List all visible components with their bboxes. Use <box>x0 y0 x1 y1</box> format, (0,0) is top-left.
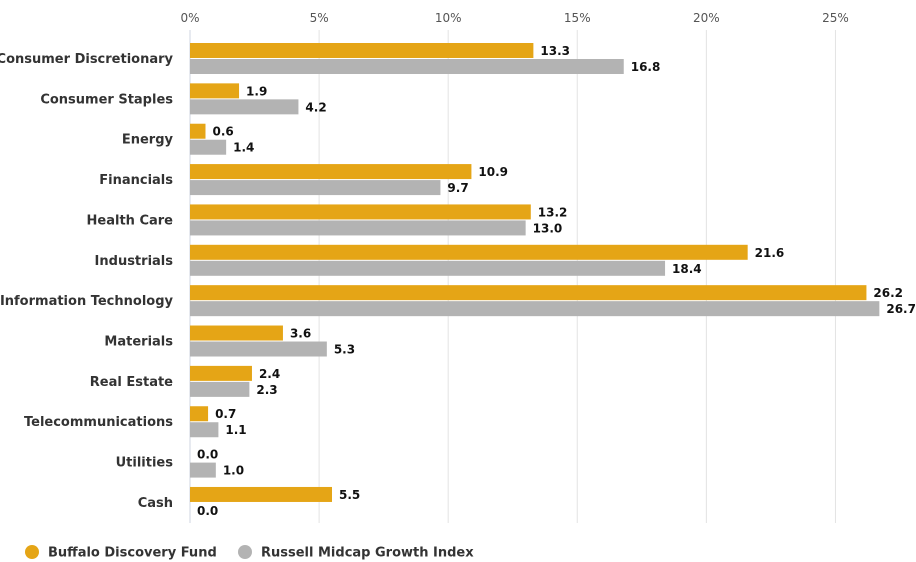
data-label-index-health-care: 13.0 <box>533 221 563 235</box>
data-label-fund-consumer-staples: 1.9 <box>246 84 267 98</box>
data-label-index-information-technology: 26.7 <box>886 302 916 316</box>
bar-index-utilities <box>190 462 216 478</box>
data-label-index-financials: 9.7 <box>447 181 468 195</box>
bar-index-financials <box>190 180 441 196</box>
data-label-fund-industrials: 21.6 <box>755 246 785 260</box>
bar-index-telecommunications <box>190 422 219 438</box>
data-label-index-real-estate: 2.3 <box>256 383 277 397</box>
category-label-industrials: Industrials <box>95 254 174 269</box>
bar-index-consumer-staples <box>190 99 299 115</box>
category-label-utilities: Utilities <box>116 456 174 471</box>
legend-label-index: Russell Midcap Growth Index <box>261 546 474 561</box>
bar-index-real-estate <box>190 381 250 397</box>
x-tick-label-15: 15% <box>564 11 591 25</box>
category-label-real-estate: Real Estate <box>90 375 173 390</box>
data-label-fund-consumer-discretionary: 13.3 <box>540 44 570 58</box>
data-label-index-industrials: 18.4 <box>672 262 702 276</box>
data-label-index-energy: 1.4 <box>233 141 254 155</box>
data-label-fund-telecommunications: 0.7 <box>215 407 236 421</box>
category-label-health-care: Health Care <box>87 213 174 228</box>
category-labels: Consumer Discretionary Consumer Staples En… <box>0 52 174 511</box>
data-label-fund-cash: 5.5 <box>339 488 360 502</box>
bar-fund-telecommunications <box>190 406 209 422</box>
bar-fund-industrials <box>190 244 748 260</box>
bar-index-health-care <box>190 220 526 236</box>
bar-index-information-technology <box>190 301 880 317</box>
bar-fund-consumer-discretionary <box>190 43 534 58</box>
legend-label-fund: Buffalo Discovery Fund <box>48 546 217 561</box>
data-label-fund-financials: 10.9 <box>478 165 508 179</box>
legend-marker-fund <box>25 545 39 559</box>
bar-fund-financials <box>190 164 472 180</box>
category-label-materials: Materials <box>104 335 173 350</box>
x-tick-label-0: 0% <box>180 11 199 25</box>
data-label-fund-health-care: 13.2 <box>538 205 568 219</box>
category-label-information-technology: Information Technology <box>0 294 174 309</box>
data-label-fund-real-estate: 2.4 <box>259 367 280 381</box>
bar-index-energy <box>190 139 227 155</box>
category-label-energy: Energy <box>122 133 174 148</box>
data-label-index-cash: 0.0 <box>197 504 218 518</box>
category-label-financials: Financials <box>99 173 173 188</box>
legend: Buffalo Discovery Fund Russell Midcap Gro… <box>25 545 474 561</box>
data-label-index-consumer-staples: 4.2 <box>305 100 326 114</box>
legend-marker-index <box>238 545 252 559</box>
bar-fund-energy <box>190 123 206 139</box>
data-label-fund-information-technology: 26.2 <box>873 286 903 300</box>
data-label-index-materials: 5.3 <box>334 343 355 357</box>
x-tick-label-20: 20% <box>693 11 720 25</box>
bar-fund-real-estate <box>190 365 252 381</box>
data-label-index-telecommunications: 1.1 <box>225 423 246 437</box>
bar-index-consumer-discretionary <box>190 59 624 74</box>
bar-fund-consumer-staples <box>190 83 240 99</box>
x-tick-label-10: 10% <box>435 11 462 25</box>
data-label-index-utilities: 1.0 <box>223 464 244 478</box>
category-label-telecommunications: Telecommunications <box>24 415 173 430</box>
category-label-consumer-staples: Consumer Staples <box>40 92 173 107</box>
data-label-index-consumer-discretionary: 16.8 <box>631 60 661 74</box>
bars <box>190 43 880 502</box>
data-label-fund-utilities: 0.0 <box>197 448 218 462</box>
bar-fund-health-care <box>190 204 531 220</box>
data-labels: 13.3 16.8 1.9 4.2 0.61.4 10.9 9.7 13.2 13.0 21.6 1… <box>197 44 916 518</box>
data-label-fund-energy: 0.6 <box>212 125 233 139</box>
bar-index-industrials <box>190 260 666 276</box>
bar-fund-materials <box>190 325 283 341</box>
x-tick-label-25: 25% <box>822 11 849 25</box>
x-tick-label-5: 5% <box>310 11 329 25</box>
data-label-fund-materials: 3.6 <box>290 327 311 341</box>
bar-index-materials <box>190 341 327 357</box>
category-label-cash: Cash <box>138 496 173 511</box>
bar-fund-cash <box>190 486 332 502</box>
category-label-consumer-discretionary: Consumer Discretionary <box>0 52 174 67</box>
bar-fund-information-technology <box>190 285 867 301</box>
